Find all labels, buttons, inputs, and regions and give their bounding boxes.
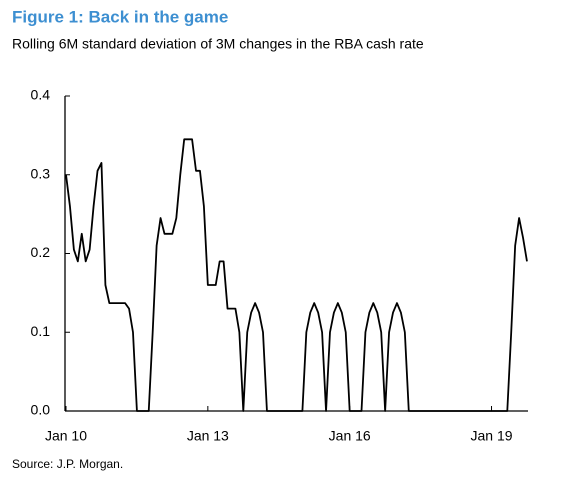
y-tick-label: 0.0 (31, 402, 51, 418)
y-tick-label: 0.1 (31, 323, 51, 339)
y-tick-label: 0.3 (31, 165, 51, 181)
y-tick-label: 0.4 (31, 87, 51, 103)
x-tick-label: Jan 13 (187, 428, 229, 444)
x-tick-label: Jan 10 (45, 428, 87, 444)
chart-title: Figure 1: Back in the game (12, 7, 228, 26)
x-tick-label: Jan 16 (329, 428, 371, 444)
chart-subtitle: Rolling 6M standard deviation of 3M chan… (12, 36, 424, 52)
y-tick-label: 0.2 (31, 244, 51, 260)
data-line (65, 138, 528, 412)
source-note: Source: J.P. Morgan. (12, 457, 123, 471)
x-tick-label: Jan 19 (470, 428, 512, 444)
